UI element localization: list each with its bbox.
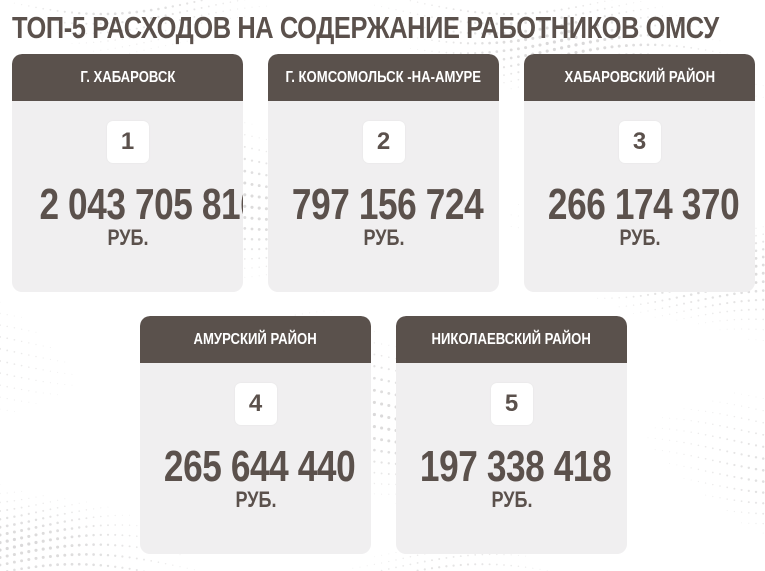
currency-label: РУБ. [491,487,532,512]
card-header: Г. ХАБАРОВСК [12,54,243,101]
amount-value: 266 174 370 [547,180,740,229]
rank-badge: 2 [362,121,405,163]
card-header: НИКОЛАЕВСКИЙ РАЙОН [396,316,627,363]
currency-label: РУБ. [363,225,404,250]
rank-badge: 1 [106,121,149,163]
card-khabarovsky-district: ХАБАРОВСКИЙ РАЙОН 3 266 174 370 РУБ. [524,54,755,292]
amount-value: 197 338 418 [419,442,612,491]
card-header: ХАБАРОВСКИЙ РАЙОН [524,54,755,101]
region-name: Г. ХАБАРОВСК [80,68,175,86]
region-name: НИКОЛАЕВСКИЙ РАЙОН [431,330,592,348]
amount-value: 265 644 440 [163,442,356,491]
currency-label: РУБ. [107,225,148,250]
region-name: АМУРСКИЙ РАЙОН [193,330,318,348]
region-name: ХАБАРОВСКИЙ РАЙОН [564,68,715,86]
card-header: Г. КОМСОМОЛЬСК -НА-АМУРЕ [268,54,499,101]
page-title: ТОП-5 РАСХОДОВ НА СОДЕРЖАНИЕ РАБОТНИКОВ … [12,10,719,45]
amount-value: 797 156 724 [291,180,484,229]
rank-badge: 4 [234,383,277,425]
rank-badge: 3 [618,121,661,163]
currency-label: РУБ. [235,487,276,512]
rank-badge: 5 [490,383,533,425]
region-name: Г. КОМСОМОЛЬСК -НА-АМУРЕ [285,68,482,86]
card-komsomolsk: Г. КОМСОМОЛЬСК -НА-АМУРЕ 2 797 156 724 Р… [268,54,499,292]
currency-label: РУБ. [619,225,660,250]
card-header: АМУРСКИЙ РАЙОН [140,316,371,363]
amount-value: 2 043 705 816 [39,180,243,229]
card-khabarovsk-city: Г. ХАБАРОВСК 1 2 043 705 816 РУБ. [12,54,243,292]
card-nikolaevsky-district: НИКОЛАЕВСКИЙ РАЙОН 5 197 338 418 РУБ. [396,316,627,554]
card-amursky-district: АМУРСКИЙ РАЙОН 4 265 644 440 РУБ. [140,316,371,554]
